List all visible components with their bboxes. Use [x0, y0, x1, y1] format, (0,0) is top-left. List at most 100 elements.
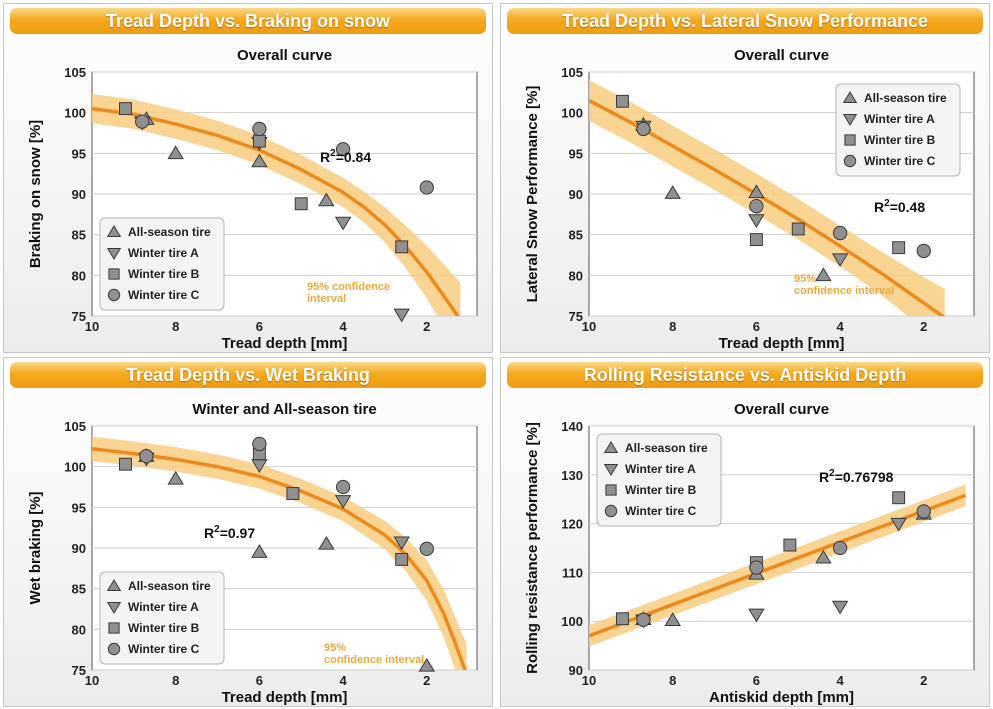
data-point: [616, 94, 629, 108]
data-point: [892, 491, 906, 505]
x-tick-label: 4: [836, 319, 844, 334]
data-point: [418, 657, 436, 672]
y-tick-label: 105: [64, 419, 86, 434]
legend-label: Winter tire B: [625, 483, 697, 497]
data-point: [748, 608, 765, 623]
legend-label: All-season tire: [128, 579, 211, 593]
y-tick-label: 80: [72, 268, 86, 283]
legend-label: Winter tire C: [625, 504, 697, 518]
y-tick-label: 105: [64, 65, 86, 80]
data-point: [616, 612, 629, 626]
series-winter-tire-c: [139, 436, 434, 556]
data-point: [252, 436, 267, 452]
chart-title: Winter and All-season tire: [192, 401, 376, 418]
y-tick-label: 105: [561, 65, 583, 80]
legend: All-season tire Winter tire A Winter tire …: [99, 571, 225, 665]
x-axis-label: Tread depth [mm]: [719, 335, 845, 352]
r-squared-value: =0.48: [890, 199, 926, 215]
panel-lateral-snow: Tread Depth vs. Lateral Snow Performance…: [500, 3, 990, 353]
data-point: [119, 102, 132, 116]
panel-banner: Rolling Resistance vs. Antiskid Depth: [507, 362, 983, 388]
legend-marker-triangle-down: [106, 248, 122, 260]
x-tick-label: 6: [256, 319, 263, 334]
legend-label: All-season tire: [128, 225, 211, 239]
y-tick-label: 80: [569, 268, 583, 283]
legend-marker-circle: [107, 288, 121, 302]
data-point: [749, 199, 764, 214]
y-tick-label: 95: [72, 146, 86, 161]
legend-label: Winter tire B: [128, 267, 200, 281]
legend-label: Winter tire B: [864, 133, 936, 147]
confidence-band: [92, 93, 461, 316]
series-winter-tire-c: [636, 121, 931, 259]
x-tick-label: 10: [582, 319, 596, 334]
legend-marker-triangle-up: [603, 441, 619, 453]
r-squared-label: R2=0.48: [874, 198, 925, 215]
x-tick-label: 2: [920, 319, 927, 334]
r-squared-value: =0.84: [336, 149, 372, 165]
chart-title: Overall curve: [237, 47, 332, 64]
data-point: [419, 180, 434, 195]
panel-banner: Tread Depth vs. Wet Braking: [10, 362, 486, 388]
data-point: [916, 243, 931, 259]
legend-marker-triangle-down: [106, 602, 122, 614]
series-winter-tire-c: [135, 114, 434, 195]
series-winter-tire-b: [616, 94, 906, 255]
x-tick-label: 8: [669, 319, 676, 334]
data-point: [749, 560, 764, 575]
data-point: [318, 192, 335, 207]
chart-title: Overall curve: [734, 47, 829, 64]
r-squared-exponent: 2: [214, 524, 220, 535]
y-tick-label: 120: [561, 517, 583, 532]
x-tick-label: 4: [339, 319, 347, 334]
confidence-note-line-1: 95% confidence: [307, 281, 390, 293]
data-point: [916, 504, 931, 519]
confidence-note-line-2: interval: [307, 293, 346, 305]
confidence-note-line-1: 95%: [794, 273, 816, 285]
data-point: [890, 517, 907, 532]
data-point: [294, 197, 308, 211]
legend-marker-triangle-up: [106, 579, 122, 591]
data-point: [167, 470, 184, 485]
y-tick-label: 95: [569, 146, 583, 161]
r-squared-symbol: R: [320, 149, 330, 165]
x-tick-label: 6: [753, 319, 760, 334]
legend-marker-square: [844, 134, 856, 146]
data-point: [748, 184, 765, 199]
y-tick-label: 100: [64, 460, 86, 475]
data-point: [832, 225, 848, 241]
x-axis-label: Antiskid depth [mm]: [709, 689, 854, 706]
r-squared-label: R2=0.84: [320, 148, 371, 165]
y-tick-label: 100: [561, 614, 583, 629]
chart-snow-braking: 75 80 85 90 95 100 105 10 8 6 4 2 Overall curve Tread…: [27, 47, 478, 352]
x-tick-label: 2: [920, 673, 927, 688]
y-tick-label: 130: [561, 468, 583, 483]
legend-label: Winter tire C: [864, 154, 936, 168]
y-tick-label: 75: [72, 309, 86, 324]
legend-label: Winter tire A: [128, 600, 199, 614]
legend-label: Winter tire B: [128, 621, 200, 635]
chart-title: Overall curve: [734, 401, 829, 418]
y-tick-label: 110: [562, 565, 583, 580]
panel-banner: Tread Depth vs. Braking on snow: [10, 8, 486, 34]
data-point: [252, 134, 266, 148]
x-tick-label: 8: [172, 673, 179, 688]
data-point: [119, 457, 132, 471]
confidence-note-line-2: confidence interval: [324, 654, 424, 666]
panel-wet-braking: Tread Depth vs. Wet Braking 75 80 85 90 95 10…: [3, 357, 493, 707]
x-axis-label: Tread depth [mm]: [222, 335, 348, 352]
y-axis-label: Rolling resistance performance [%]: [524, 422, 541, 674]
y-tick-label: 90: [569, 187, 583, 202]
y-tick-label: 85: [569, 228, 583, 243]
fit-curve: [92, 106, 460, 316]
fit-group: [92, 93, 461, 316]
data-point: [335, 479, 351, 495]
r-squared-symbol: R: [204, 525, 214, 541]
legend: All-season tire Winter tire A Winter tire …: [835, 83, 961, 177]
data-point: [334, 216, 352, 231]
series-winter-tire-b: [119, 447, 409, 566]
confidence-note-line-1: 95%: [324, 642, 346, 654]
y-tick-label: 100: [561, 106, 583, 121]
legend-marker-square: [605, 484, 617, 496]
y-tick-label: 90: [72, 541, 86, 556]
